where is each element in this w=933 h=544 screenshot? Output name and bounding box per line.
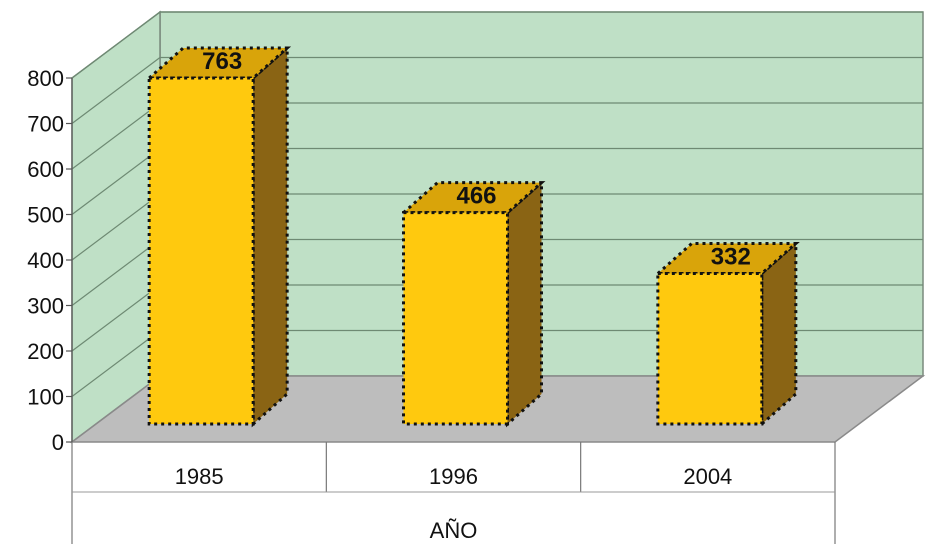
x-tick-label: 1985 [175, 464, 224, 489]
bar-top [145, 46, 292, 80]
bar-side [506, 179, 543, 428]
y-tick-label: 200 [27, 339, 64, 364]
bars: 763 466 332 [145, 44, 800, 428]
bar-top [399, 181, 546, 215]
y-tick-label: 400 [27, 248, 64, 273]
data-label: 763 [202, 48, 242, 75]
data-label: 332 [711, 243, 751, 270]
bar-2004: 332 [653, 240, 800, 428]
y-tick-label: 300 [27, 294, 64, 319]
bar-1985: 763 [145, 44, 292, 428]
y-tick-label: 500 [27, 203, 64, 228]
bar [656, 271, 764, 426]
bar [402, 211, 509, 426]
bar-top [653, 241, 800, 275]
y-tick-label: 100 [27, 385, 64, 410]
bar-side [251, 44, 289, 428]
y-tick-label: 700 [27, 112, 64, 137]
x-axis-title: AÑO [430, 518, 478, 543]
bar-side [760, 240, 798, 428]
data-label: 466 [456, 183, 496, 210]
y-tick-label: 0 [52, 430, 64, 455]
x-tick-label: 1996 [429, 464, 478, 489]
y-axis-ticks: 0 100 200 300 400 500 600 700 800 [27, 66, 73, 455]
x-tick-label: 2004 [683, 464, 732, 489]
gridline [71, 11, 923, 79]
gridline [71, 56, 923, 124]
bar [147, 76, 255, 426]
bar-1996: 466 [399, 179, 546, 428]
category-table: 1985 1996 2004 [71, 442, 836, 544]
y-tick-label: 600 [27, 157, 64, 182]
y-tick-label: 800 [27, 66, 64, 91]
